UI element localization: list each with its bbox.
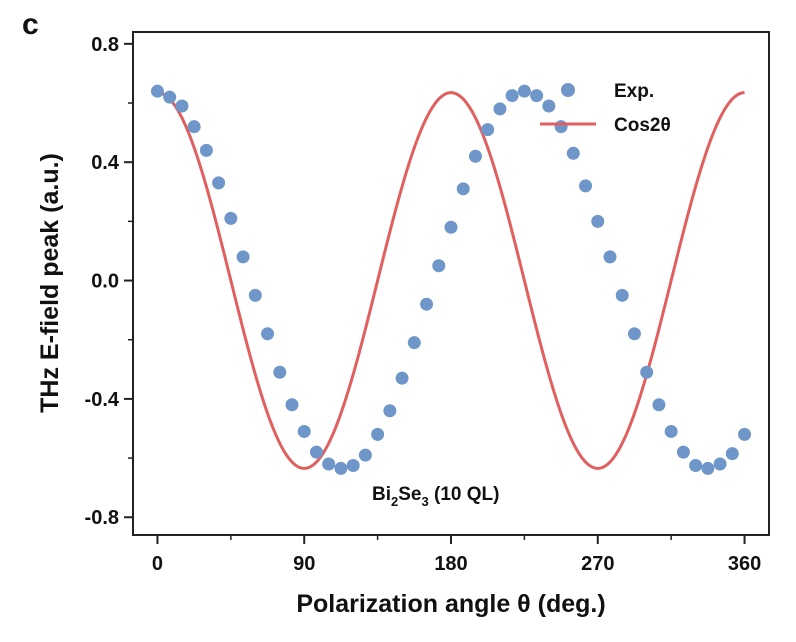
data-point bbox=[725, 447, 739, 461]
data-point bbox=[383, 404, 397, 418]
data-point bbox=[664, 424, 678, 438]
data-point bbox=[248, 288, 262, 302]
x-tick-label: 270 bbox=[581, 553, 614, 575]
y-tick-label: -0.8 bbox=[85, 507, 119, 529]
data-point bbox=[163, 90, 177, 104]
x-tick-label: 180 bbox=[434, 553, 467, 575]
data-point bbox=[444, 220, 458, 234]
data-point bbox=[285, 398, 299, 412]
data-point bbox=[297, 424, 311, 438]
data-point bbox=[701, 461, 715, 475]
data-point bbox=[542, 99, 556, 113]
data-point bbox=[579, 179, 593, 193]
data-point bbox=[236, 250, 250, 264]
annotation-sub-2: 2 bbox=[391, 494, 398, 509]
plot-frame bbox=[132, 31, 770, 536]
y-tick-label: 0.4 bbox=[91, 152, 120, 174]
data-point bbox=[175, 99, 189, 113]
data-point bbox=[689, 458, 703, 472]
data-point bbox=[432, 259, 446, 273]
legend-label-cos2theta: Cos2θ bbox=[614, 115, 671, 136]
x-axis-label: Polarization angle θ (deg.) bbox=[296, 590, 605, 618]
data-point bbox=[420, 297, 434, 311]
data-point bbox=[456, 182, 470, 196]
data-point bbox=[346, 458, 360, 472]
data-point bbox=[395, 371, 409, 385]
data-point bbox=[591, 214, 605, 228]
legend-marker-exp bbox=[561, 83, 575, 97]
data-point bbox=[224, 211, 238, 225]
data-point bbox=[481, 123, 495, 137]
annotation-sub-3: 3 bbox=[421, 494, 428, 509]
data-point bbox=[517, 84, 531, 98]
data-point bbox=[199, 143, 213, 157]
data-point bbox=[530, 89, 544, 103]
annotation-part-bi: Bi bbox=[372, 484, 391, 505]
data-point bbox=[261, 327, 275, 341]
plot-area: 0 90 180 270 360 0.8 0.4 0.0 -0.4 -0.8 bbox=[85, 31, 770, 575]
data-point bbox=[566, 146, 580, 160]
data-point bbox=[407, 336, 421, 350]
data-point bbox=[150, 84, 164, 98]
data-point bbox=[212, 176, 226, 190]
data-point bbox=[493, 102, 507, 116]
series-cos2theta bbox=[157, 91, 745, 470]
y-tick-label: 0.0 bbox=[91, 271, 119, 293]
data-point bbox=[309, 445, 323, 459]
data-point bbox=[738, 427, 752, 441]
data-point bbox=[371, 427, 385, 441]
data-point bbox=[322, 457, 336, 471]
annotation-part-se: Se bbox=[398, 484, 421, 505]
x-tick-label: 90 bbox=[293, 553, 315, 575]
sample-annotation: Bi2Se3 (10 QL) bbox=[372, 484, 499, 509]
series-exp bbox=[150, 84, 752, 475]
x-tick-label: 360 bbox=[728, 553, 761, 575]
data-point bbox=[505, 89, 519, 103]
y-tick-label: -0.4 bbox=[85, 389, 120, 411]
data-point bbox=[554, 120, 568, 134]
annotation-part-ql: (10 QL) bbox=[429, 484, 500, 505]
x-tick-label: 0 bbox=[152, 553, 163, 575]
y-tick-label: 0.8 bbox=[91, 34, 119, 56]
data-point bbox=[603, 250, 617, 264]
data-point bbox=[713, 457, 727, 471]
data-point bbox=[640, 365, 654, 379]
data-point bbox=[187, 120, 201, 134]
data-point bbox=[627, 327, 641, 341]
data-point bbox=[676, 445, 690, 459]
legend-label-exp: Exp. bbox=[614, 81, 654, 102]
panel-label: c bbox=[22, 8, 39, 41]
data-point bbox=[273, 365, 287, 379]
data-point bbox=[358, 448, 372, 462]
data-point bbox=[334, 461, 348, 475]
y-axis-label: THz E-field peak (a.u.) bbox=[36, 153, 64, 413]
y-axis-ticks: 0.8 0.4 0.0 -0.4 -0.8 bbox=[85, 34, 133, 529]
data-point bbox=[652, 398, 666, 412]
data-point bbox=[468, 149, 482, 163]
data-point bbox=[615, 288, 629, 302]
legend: Exp. Cos2θ bbox=[540, 81, 671, 136]
fit-line bbox=[157, 91, 745, 470]
x-axis-ticks: 0 90 180 270 360 bbox=[152, 535, 761, 575]
